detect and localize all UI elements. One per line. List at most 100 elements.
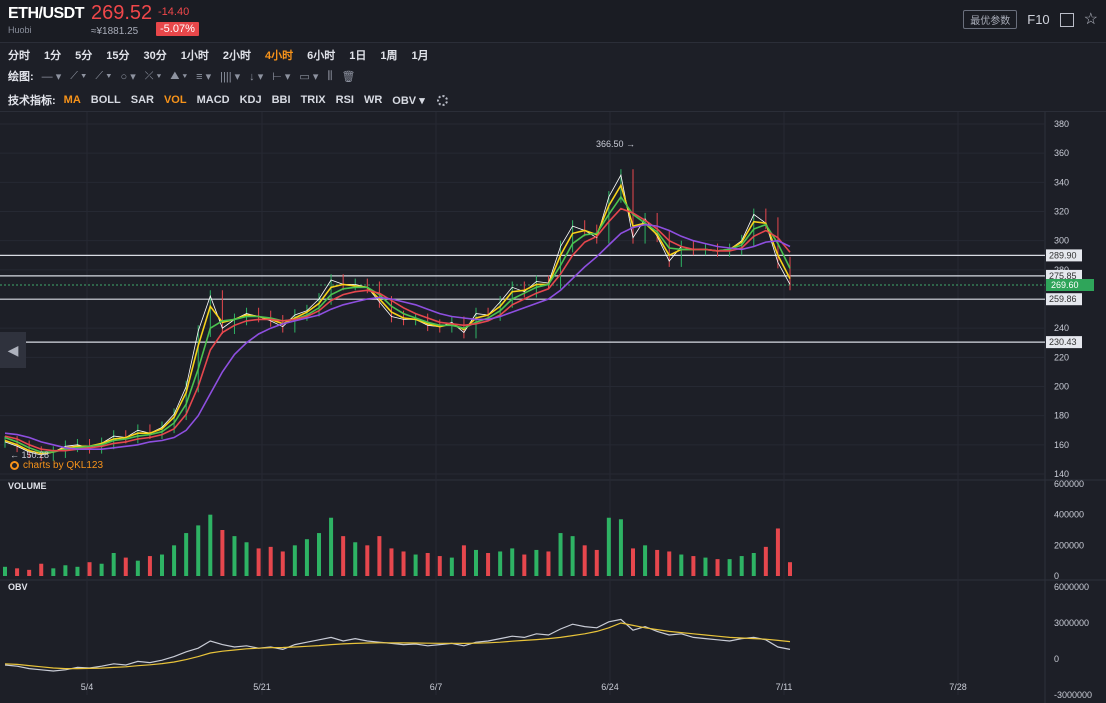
timeframe-3[interactable]: 15分 [106, 50, 130, 62]
settings-gear-icon[interactable] [436, 94, 448, 106]
volume-bar [437, 556, 442, 576]
level-tag [1046, 293, 1082, 306]
indicator-1[interactable]: BOLL [90, 94, 121, 106]
volume-bar [15, 568, 20, 576]
price-chart[interactable]: 5/4 5/21 6/7 6/24 7/11 7/28 140 160 180 200 220 240… [0, 112, 1106, 703]
timeframe-7[interactable]: 4小时 [265, 50, 294, 62]
volume-bar [739, 556, 744, 576]
best-params-button[interactable]: 最优参数 [963, 10, 1018, 29]
y-tick-label: 360 [1054, 148, 1069, 158]
volume-bar [715, 559, 720, 576]
volume-bar [268, 546, 273, 576]
volume-bar [510, 548, 515, 576]
volume-bar [51, 568, 56, 576]
drawing-label: 绘图: [8, 71, 34, 83]
volume-bar [111, 553, 116, 576]
volume-bar [196, 525, 201, 576]
drawing-tool-0[interactable]: — ▾ [41, 70, 62, 83]
indicator-3[interactable]: VOL [163, 94, 187, 106]
volume-bar [172, 545, 177, 576]
x-tick-label: 5/21 [253, 682, 271, 692]
volume-bar [27, 569, 32, 576]
volume-bar [208, 514, 213, 576]
y-tick-label: 200 [1054, 382, 1069, 392]
y-tick-label: 280 [1054, 265, 1069, 275]
drawing-tool-5[interactable]: ⛰ ▾ [170, 69, 188, 82]
timeframe-11[interactable]: 1月 [411, 50, 429, 62]
timeframe-2[interactable]: 5分 [75, 50, 93, 62]
volume-bar [123, 557, 128, 576]
x-tick-label: 5/4 [81, 682, 94, 692]
x-tick-label: 6/7 [430, 682, 443, 692]
volume-bar [618, 519, 623, 576]
timeframe-6[interactable]: 2小时 [222, 50, 251, 62]
drawing-tool-12[interactable]: 🗑 [341, 70, 356, 83]
x-tick-label: 7/11 [776, 682, 793, 692]
volume-bar [474, 549, 478, 576]
pair-name: ETH/USDT [8, 5, 85, 22]
level-label: 275.85 [1049, 271, 1077, 281]
f10-button[interactable]: F10 [1027, 12, 1050, 27]
volume-y-tick: 600000 [1054, 479, 1084, 489]
favorite-star-icon[interactable]: ☆ [1083, 10, 1098, 28]
drawing-tool-10[interactable]: ▭ ▾ [299, 70, 319, 83]
volume-bar [582, 545, 587, 576]
volume-bar [304, 539, 309, 576]
y-tick-label: 380 [1054, 119, 1069, 129]
indicator-4[interactable]: MACD [196, 94, 230, 106]
drawing-tool-8[interactable]: ↓ ▾ [249, 70, 264, 83]
drawing-tool-4[interactable]: ⤫ ▾ [144, 69, 162, 82]
volume-bar [63, 565, 68, 576]
timeframe-4[interactable]: 30分 [143, 50, 167, 62]
indicator-8[interactable]: RSI [335, 94, 354, 106]
drawing-tool-7[interactable]: |||| ▾ [220, 70, 241, 83]
level-tag [1046, 336, 1082, 349]
obv-line-1 [4, 622, 791, 670]
indicator-10[interactable]: OBV ▾ [392, 94, 425, 107]
indicator-7[interactable]: TRIX [300, 94, 326, 106]
volume-bar [546, 551, 551, 576]
drawing-tool-3[interactable]: ○ ▾ [120, 70, 136, 83]
volume-bar [522, 554, 527, 576]
drawing-tool-1[interactable]: ⟋ ▾ [70, 69, 87, 82]
indicator-9[interactable]: WR [363, 94, 383, 106]
indicator-6[interactable]: BBI [271, 94, 291, 106]
volume-bar [667, 551, 672, 576]
timeframe-5[interactable]: 1小时 [180, 50, 209, 62]
volume-bar [99, 563, 104, 576]
timeframe-8[interactable]: 6小时 [307, 50, 336, 62]
timeframe-9[interactable]: 1日 [349, 50, 367, 62]
volume-bar [486, 553, 491, 576]
drawing-tool-11[interactable]: ⫼ [327, 69, 333, 82]
indicator-5[interactable]: KDJ [239, 94, 262, 106]
drawing-tool-6[interactable]: ≡ ▾ [196, 70, 212, 83]
indicator-0[interactable]: MA [63, 94, 81, 106]
volume-bar [39, 563, 44, 576]
volume-bar [461, 545, 466, 576]
volume-bar [365, 545, 370, 576]
indicator-2[interactable]: SAR [130, 94, 154, 106]
drawing-tool-9[interactable]: ⊢ ▾ [272, 70, 291, 83]
min-price-label: ← 150.28 [10, 450, 50, 460]
exchange-name: Huobi [8, 25, 32, 35]
fullscreen-icon[interactable] [1059, 12, 1074, 27]
volume-title: VOLUME [8, 481, 47, 491]
volume-bar [147, 556, 152, 576]
obv-line-0 [4, 618, 791, 672]
timeframe-0[interactable]: 分时 [8, 50, 30, 62]
timeframe-10[interactable]: 1周 [380, 50, 398, 62]
header-controls: 最优参数 F10 ☆ [963, 10, 1098, 29]
collapse-arrow-icon[interactable]: ◀ [0, 332, 26, 368]
level-label: 230.43 [1049, 337, 1077, 347]
volume-bar [643, 545, 648, 576]
drawing-tool-2[interactable]: ⟋ ▾ [95, 69, 112, 82]
volume-bar [389, 548, 394, 576]
volume-bar [244, 542, 249, 576]
x-tick-label: 7/28 [949, 682, 967, 692]
level-tag [1046, 249, 1082, 262]
timeframe-1[interactable]: 1分 [44, 50, 62, 62]
volume-bar [703, 557, 708, 576]
volume-bar [413, 554, 418, 576]
volume-bar [292, 545, 297, 576]
volume-bar [401, 551, 406, 576]
